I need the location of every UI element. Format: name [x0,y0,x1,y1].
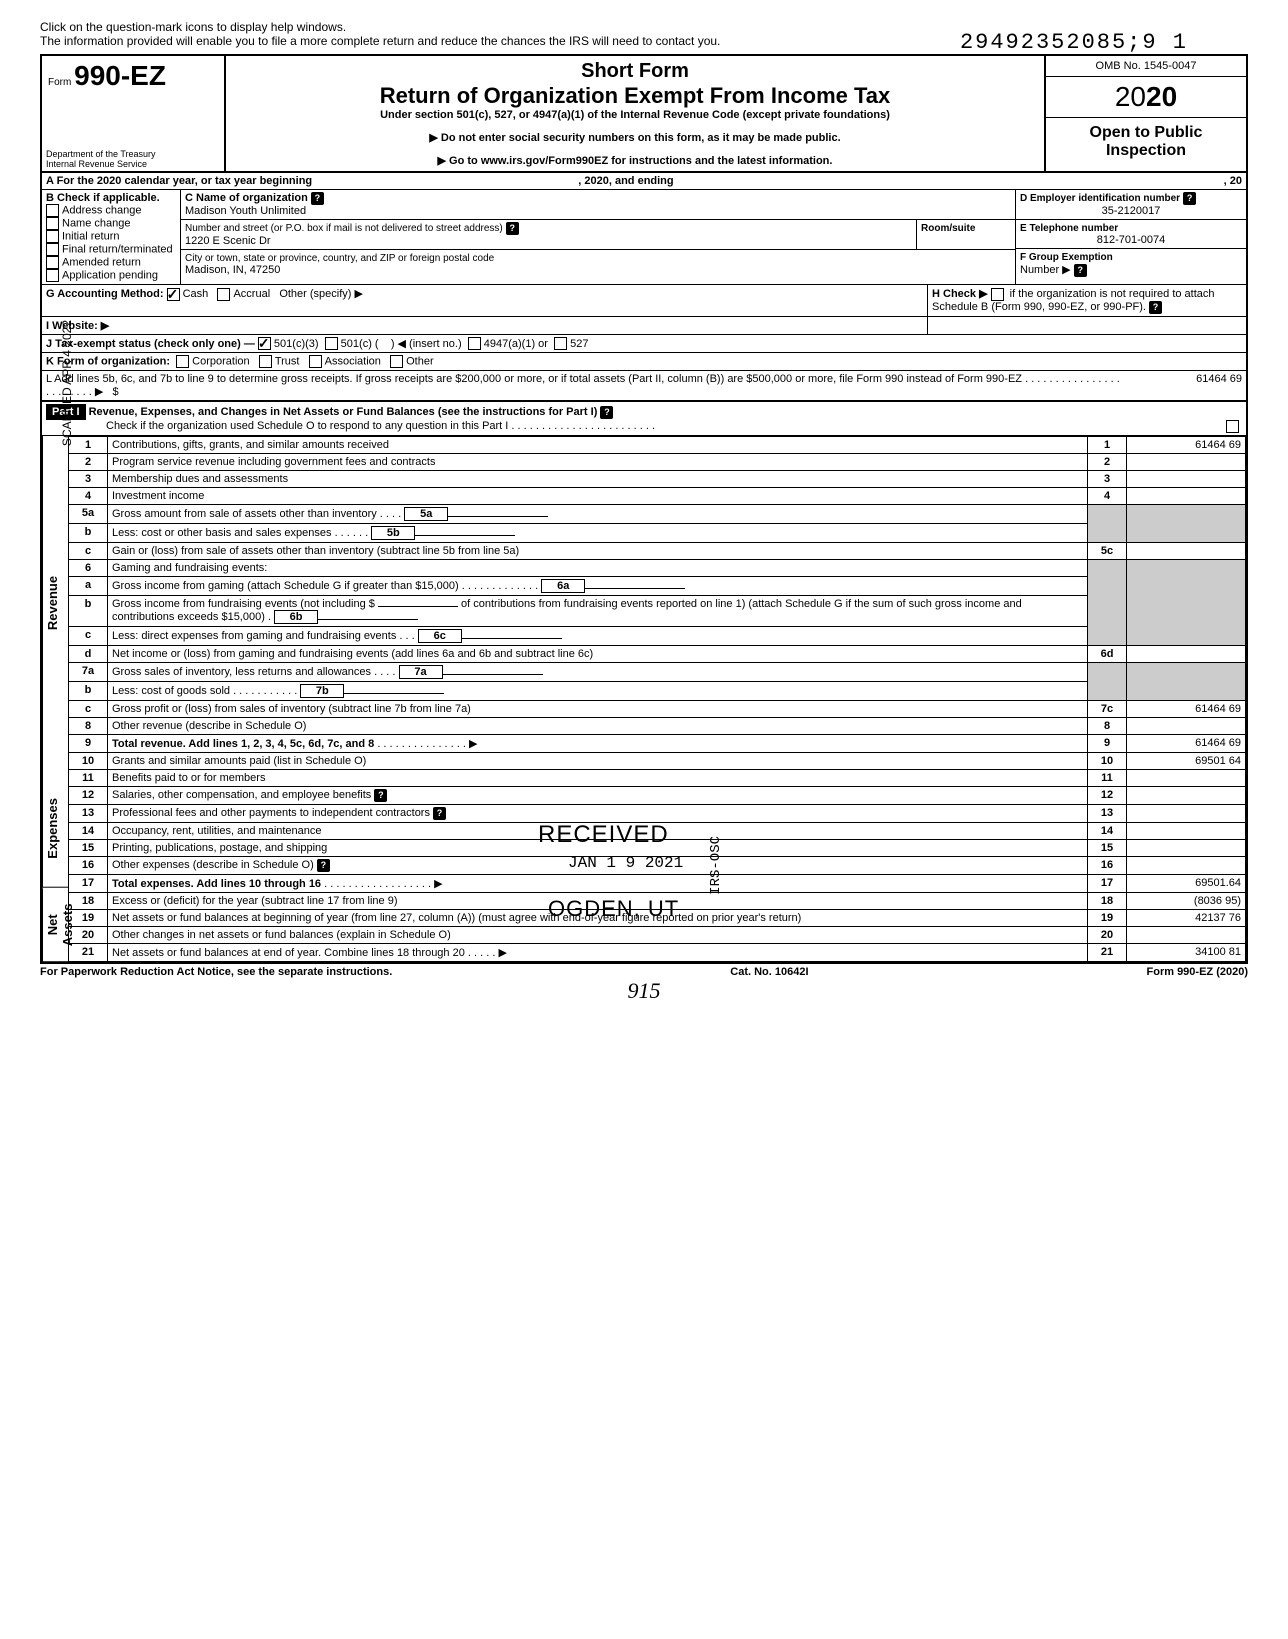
row-l: L Add lines 5b, 6c, and 7b to line 9 to … [40,371,1248,402]
check-amended[interactable] [46,256,59,269]
help-icon[interactable]: ? [317,859,330,872]
short-form-title: Short Form [234,60,1036,83]
row-k: K Form of organization: Corporation Trus… [40,353,1248,371]
revenue-side-label: Revenue [42,436,68,770]
phone-value: 812-701-0074 [1020,234,1242,246]
room-label: Room/suite [921,223,975,234]
part1-title: Revenue, Expenses, and Changes in Net As… [89,406,598,418]
form-label: Form [48,77,71,88]
help-icon[interactable]: ? [311,192,324,205]
check-accrual[interactable] [217,288,230,301]
c-label: C Name of organization [185,192,308,204]
irs-label: Internal Revenue Service [46,159,147,169]
g-label: G Accounting Method: [46,288,164,300]
l-amount: 61464 69 [1128,371,1246,400]
b-label: B Check if applicable. [46,192,160,204]
f-number: Number ▶ [1020,264,1071,276]
help-icon[interactable]: ? [433,807,446,820]
ogden-stamp: OGDEN, UT [548,896,679,922]
help-icon[interactable]: ? [1074,264,1087,277]
irs-osc-stamp: IRS-OSC [708,836,724,895]
footer-row: For Paperwork Reduction Act Notice, see … [40,964,1248,978]
footer-left: For Paperwork Reduction Act Notice, see … [40,966,392,978]
street-label: Number and street (or P.O. box if mail i… [185,223,503,234]
under-section: Under section 501(c), 527, or 4947(a)(1)… [234,109,1036,121]
check-corp[interactable] [176,355,189,368]
check-501c[interactable] [325,337,338,350]
city-value: Madison, IN, 47250 [185,264,280,276]
help-icon[interactable]: ? [506,222,519,235]
help-icon[interactable]: ? [600,406,613,419]
omb-number: OMB No. 1545-0047 [1046,56,1246,77]
row-gh: G Accounting Method: Cash Accrual Other … [40,285,1248,317]
dln-number: 29492352085;9 1 [960,30,1188,55]
h-label: H Check ▶ [932,288,988,300]
handwritten-note: 915 [40,978,1248,1004]
street-value: 1220 E Scenic Dr [185,235,271,247]
return-title: Return of Organization Exempt From Incom… [234,83,1036,109]
check-sched-b[interactable] [991,288,1004,301]
e-label: E Telephone number [1020,223,1118,234]
ssn-note: Do not enter social security numbers on … [234,131,1036,144]
check-schedule-o[interactable] [1226,420,1239,433]
help-icon[interactable]: ? [374,789,387,802]
dept-label: Department of the Treasury [46,149,156,159]
row-i: I Website: ▶ [40,317,1248,335]
expenses-side-label: Expenses [42,770,68,888]
goto-note: Go to www.irs.gov/Form990EZ for instruct… [234,154,1036,167]
city-label: City or town, state or province, country… [185,253,494,264]
check-name[interactable] [46,217,59,230]
scanned-stamp: SCANNED APR 4 2022 [60,320,74,446]
row-j: J Tax-exempt status (check only one) — 5… [40,335,1248,354]
part1-check-o: Check if the organization used Schedule … [106,420,508,432]
check-trust[interactable] [259,355,272,368]
footer-right: Form 990-EZ (2020) [1147,966,1249,978]
lines-table: 1Contributions, gifts, grants, and simil… [68,436,1246,962]
form-header: Form 990-EZ Department of the Treasury I… [40,54,1248,173]
tax-year: 2020 [1046,77,1246,118]
part1-header: Part I Revenue, Expenses, and Changes in… [40,402,1248,436]
i-label: I Website: ▶ [46,320,109,332]
check-cash[interactable] [167,288,180,301]
received-stamp: RECEIVED [538,821,669,849]
check-4947[interactable] [468,337,481,350]
check-assoc[interactable] [309,355,322,368]
date-stamp: JAN 1 9 2021 [568,854,683,872]
j-label: J Tax-exempt status (check only one) — [46,338,255,350]
row-bcdef: B Check if applicable. Address change Na… [40,190,1248,285]
check-address[interactable] [46,204,59,217]
help-icon[interactable]: ? [1149,301,1162,314]
check-527[interactable] [554,337,567,350]
check-initial[interactable] [46,230,59,243]
org-name: Madison Youth Unlimited [185,205,306,217]
f-label: F Group Exemption [1020,252,1113,263]
d-label: D Employer identification number [1020,193,1180,204]
l-text: L Add lines 5b, 6c, and 7b to line 9 to … [46,373,1022,385]
netassets-side-label: Net Assets [42,888,68,962]
check-final[interactable] [46,243,59,256]
help-icon[interactable]: ? [1183,192,1196,205]
check-other[interactable] [390,355,403,368]
check-501c3[interactable] [258,337,271,350]
footer-mid: Cat. No. 10642I [730,966,808,978]
form-number: 990-EZ [74,60,166,91]
open-inspection: Open to Public Inspection [1046,118,1246,166]
check-pending[interactable] [46,269,59,282]
ein-value: 35-2120017 [1020,205,1242,217]
row-a: A For the 2020 calendar year, or tax yea… [40,173,1248,190]
